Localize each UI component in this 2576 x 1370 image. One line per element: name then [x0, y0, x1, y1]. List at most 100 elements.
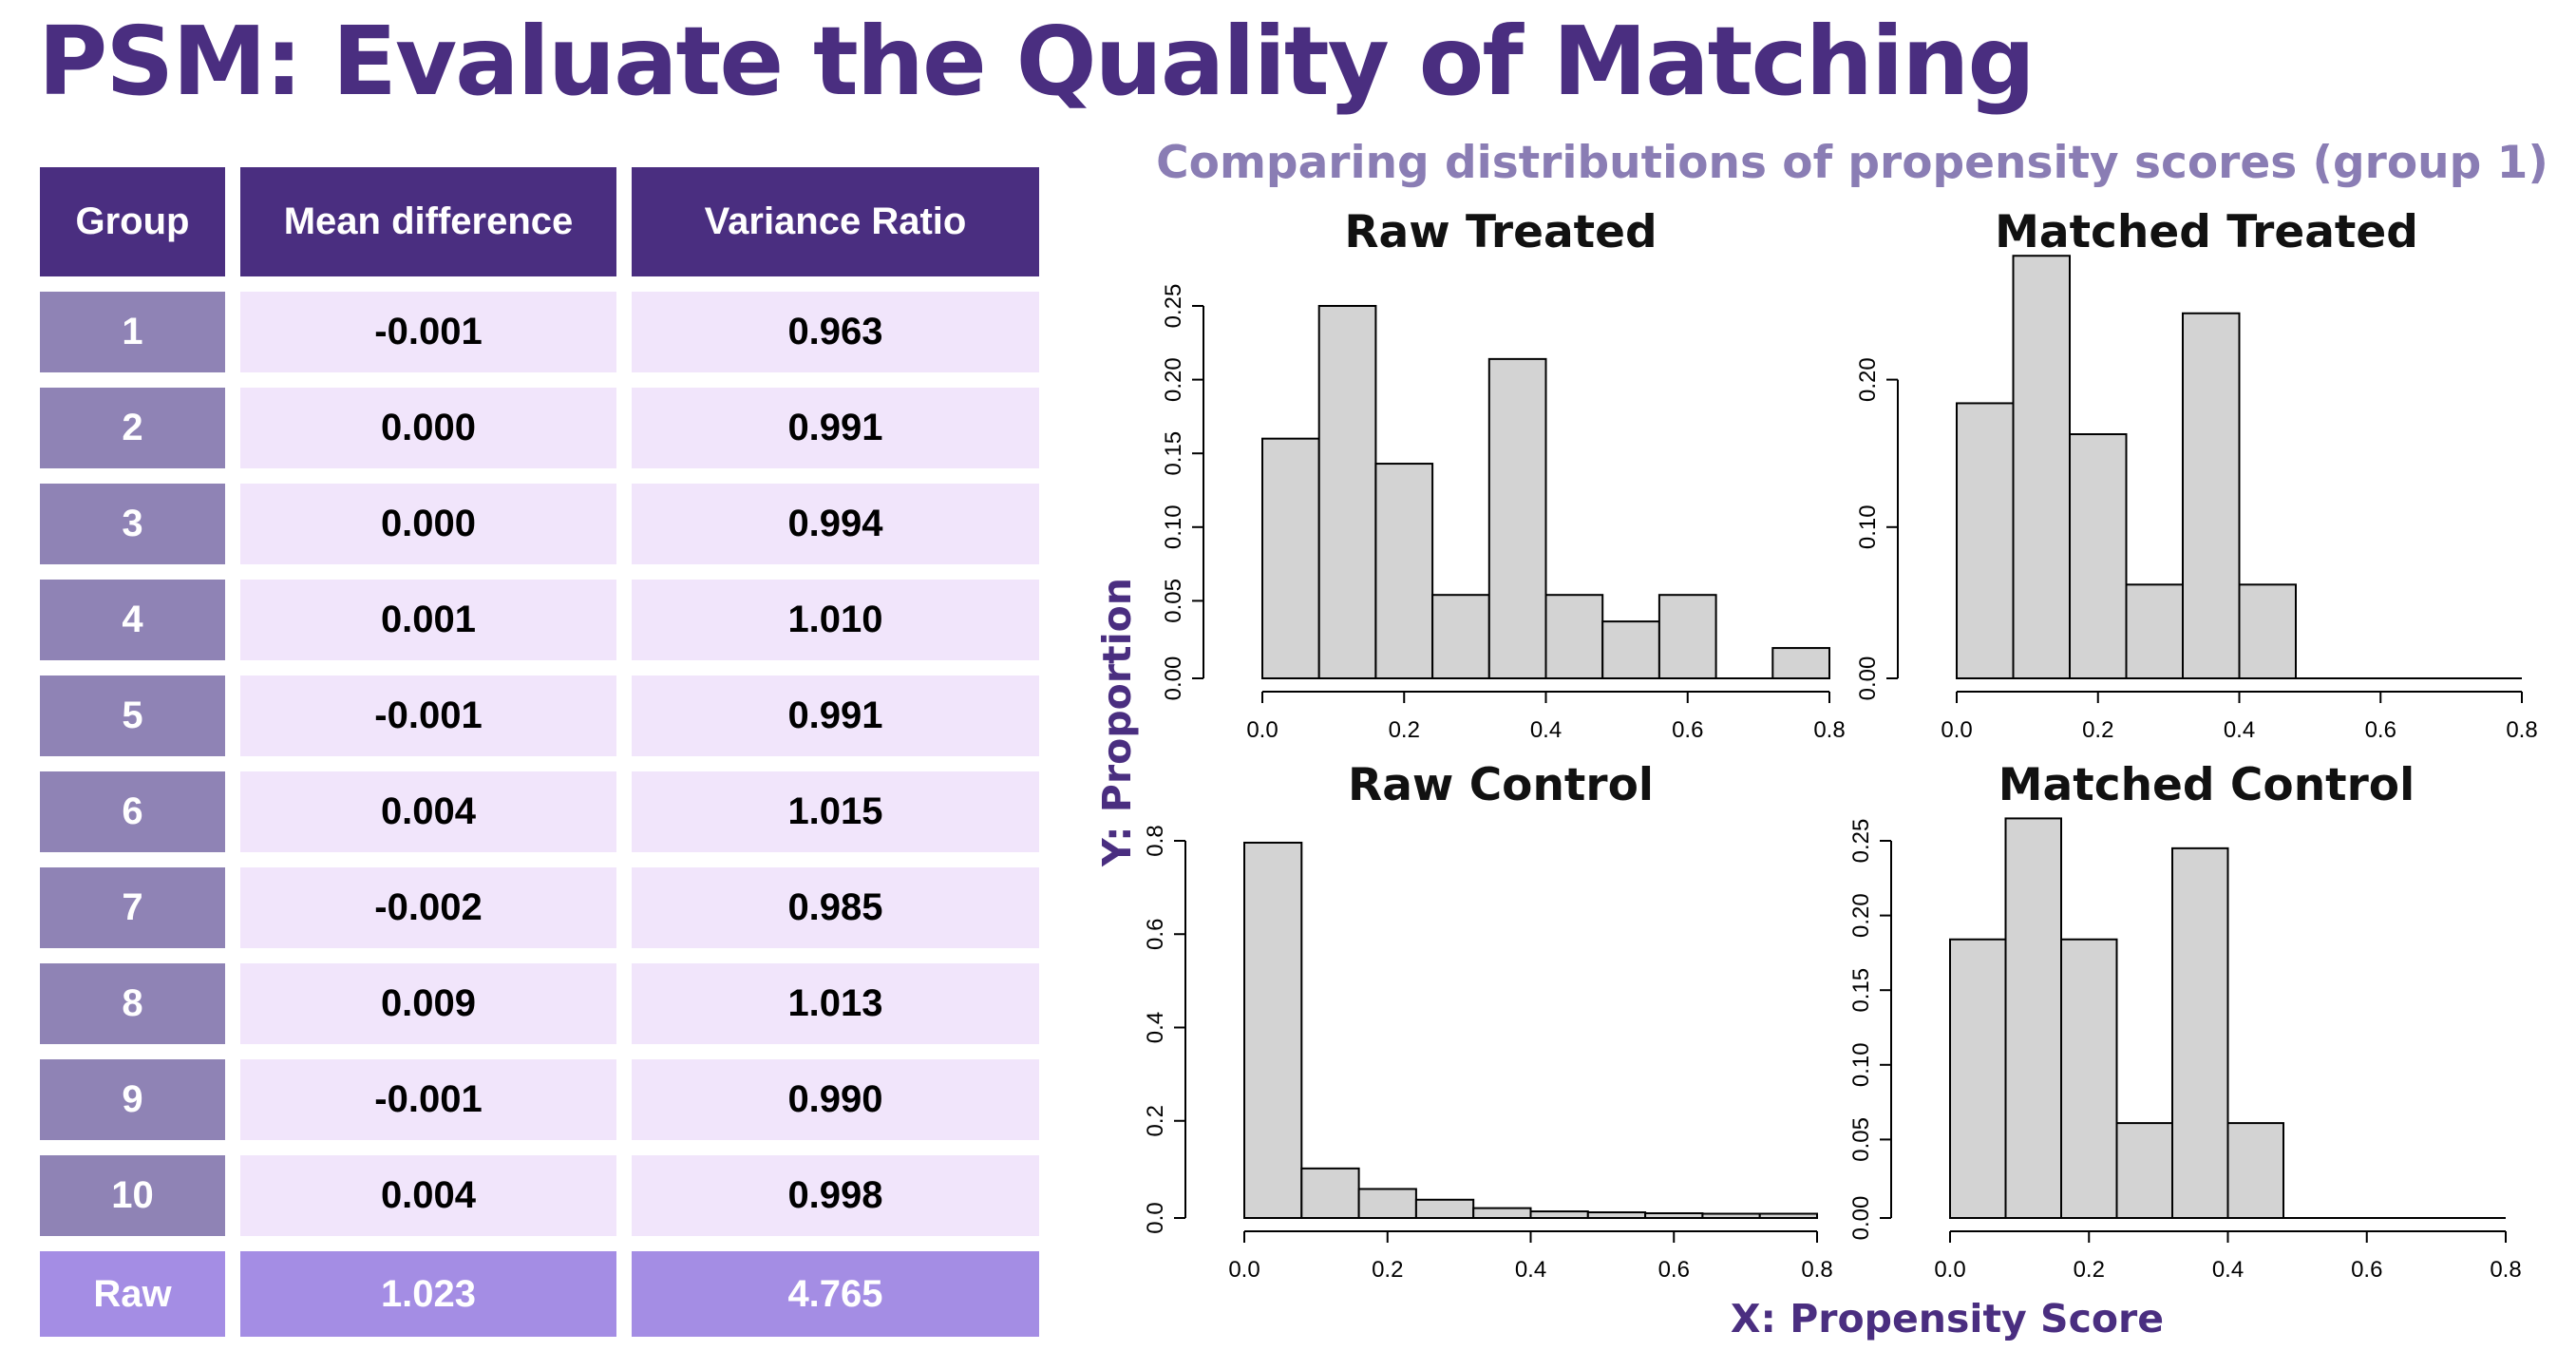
- y-tick-label: 0.25: [1161, 284, 1186, 329]
- table-row: 5 -0.001 0.991: [40, 675, 1047, 756]
- cell-group: 1: [40, 292, 225, 372]
- cell-variance-ratio: 0.991: [632, 388, 1039, 468]
- x-tick-label: 0.0: [1228, 1257, 1260, 1283]
- y-tick-label: 0.15: [1161, 431, 1186, 476]
- x-axis-label: X: Propensity Score: [1731, 1296, 2164, 1341]
- propensity-score-histograms: Comparing distributions of propensity sc…: [1054, 124, 2576, 1370]
- y-tick-label: 0.00: [1848, 1196, 1874, 1241]
- header-mean-difference: Mean difference: [240, 167, 616, 276]
- histogram-bar: [2238, 583, 2297, 679]
- y-tick-label: 0.10: [1161, 504, 1186, 549]
- histogram-figure: Comparing distributions of propensity sc…: [1094, 137, 2548, 1341]
- x-tick-label: 0.2: [1372, 1257, 1403, 1283]
- histogram-bar: [1472, 1207, 1532, 1220]
- x-tick-label: 0.6: [1672, 717, 1703, 743]
- histogram-bar: [1586, 1211, 1647, 1220]
- table-raw-row: Raw 1.023 4.765: [40, 1251, 1047, 1337]
- raw-cell-variance-ratio: 4.765: [632, 1251, 1039, 1337]
- table-row: 2 0.000 0.991: [40, 388, 1047, 468]
- cell-variance-ratio: 1.010: [632, 580, 1039, 660]
- table-row: 7 -0.002 0.985: [40, 867, 1047, 948]
- y-tick-label: 0.20: [1161, 357, 1186, 402]
- cell-variance-ratio: 0.985: [632, 867, 1039, 948]
- histogram-panel: Raw Control 0.0 0.2 0.4 0.6 0.8 0.0 0.2 0.4 0.6 0.…: [1143, 759, 1833, 1283]
- x-tick-label: 0.2: [2074, 1257, 2105, 1283]
- cell-group: 7: [40, 867, 225, 948]
- table-row: 3 0.000 0.994: [40, 484, 1047, 564]
- x-tick-label: 0.6: [2351, 1257, 2382, 1283]
- histogram-panel: Raw Treated 0.0 0.2 0.4 0.6 0.8 0.00 0.05 0.10 0.…: [1161, 206, 1846, 743]
- table-row: 6 0.004 1.015: [40, 771, 1047, 852]
- histogram-bar: [1657, 594, 1717, 679]
- y-tick-label: 0.2: [1143, 1105, 1168, 1136]
- cell-variance-ratio: 0.990: [632, 1059, 1039, 1140]
- raw-cell-group: Raw: [40, 1251, 225, 1337]
- histogram-bar: [2182, 312, 2241, 679]
- histogram-bar: [2125, 583, 2184, 679]
- cell-group: 8: [40, 963, 225, 1044]
- cell-group: 10: [40, 1155, 225, 1236]
- histogram-bar: [1487, 357, 1547, 679]
- x-tick-label: 0.6: [2365, 717, 2396, 743]
- histogram-bar: [1701, 1212, 1761, 1220]
- cell-variance-ratio: 1.013: [632, 963, 1039, 1044]
- histogram-bar: [1317, 305, 1377, 679]
- table-row: 10 0.004 0.998: [40, 1155, 1047, 1236]
- x-tick-label: 0.4: [1530, 717, 1562, 743]
- cell-group: 6: [40, 771, 225, 852]
- cell-mean-difference: -0.002: [240, 867, 616, 948]
- cell-group: 9: [40, 1059, 225, 1140]
- table-row: 9 -0.001 0.990: [40, 1059, 1047, 1140]
- page-title: PSM: Evaluate the Quality of Matching: [38, 6, 2036, 117]
- panel-title: Raw Treated: [1344, 206, 1657, 258]
- histogram-bar: [1949, 938, 2007, 1219]
- cell-group: 4: [40, 580, 225, 660]
- x-tick-label: 0.8: [1813, 717, 1845, 743]
- cell-group: 5: [40, 675, 225, 756]
- cell-group: 2: [40, 388, 225, 468]
- cell-variance-ratio: 0.963: [632, 292, 1039, 372]
- cell-variance-ratio: 0.994: [632, 484, 1039, 564]
- cell-mean-difference: 0.000: [240, 388, 616, 468]
- histogram-bar: [1414, 1198, 1475, 1219]
- histogram-bar: [1243, 841, 1303, 1220]
- y-tick-label: 0.25: [1848, 819, 1874, 864]
- histogram-bar: [1771, 647, 1830, 680]
- y-tick-label: 0.8: [1143, 825, 1168, 856]
- matching-quality-table: Group Mean difference Variance Ratio 1 -0…: [40, 167, 1047, 1352]
- table-header-row: Group Mean difference Variance Ratio: [40, 167, 1047, 276]
- y-tick-label: 0.0: [1143, 1202, 1168, 1233]
- x-tick-label: 0.4: [2224, 717, 2255, 743]
- y-tick-label: 0.4: [1143, 1012, 1168, 1043]
- histogram-bar: [1374, 463, 1434, 679]
- y-tick-label: 0.6: [1143, 919, 1168, 950]
- cell-mean-difference: -0.001: [240, 292, 616, 372]
- histogram-bar: [2171, 847, 2229, 1219]
- histogram-bar: [2060, 938, 2118, 1219]
- histogram-panel: Matched Control 0.0 0.2 0.4 0.6 0.8 0.00 0.05 0.…: [1848, 759, 2522, 1283]
- raw-cell-mean-difference: 1.023: [240, 1251, 616, 1337]
- histogram-bar: [1544, 594, 1604, 679]
- cell-mean-difference: -0.001: [240, 1059, 616, 1140]
- y-axis-label: Y: Proportion: [1094, 578, 1140, 867]
- y-tick-label: 0.05: [1161, 579, 1186, 623]
- panel-title: Raw Control: [1348, 759, 1654, 811]
- histogram-bar: [1529, 1210, 1589, 1219]
- panel-title: Matched Control: [1998, 759, 2415, 811]
- histogram-bar: [1357, 1188, 1417, 1220]
- histogram-bar: [1644, 1212, 1704, 1219]
- y-tick-label: 0.20: [1855, 357, 1881, 402]
- x-tick-label: 0.2: [1389, 717, 1420, 743]
- histogram-bar: [1956, 402, 2015, 679]
- cell-mean-difference: 0.000: [240, 484, 616, 564]
- cell-mean-difference: 0.004: [240, 1155, 616, 1236]
- table-row: 4 0.001 1.010: [40, 580, 1047, 660]
- x-tick-label: 0.8: [2490, 1257, 2521, 1283]
- x-tick-label: 0.8: [1801, 1257, 1832, 1283]
- histogram-bar: [2012, 255, 2071, 679]
- y-tick-label: 0.10: [1848, 1042, 1874, 1087]
- cell-variance-ratio: 0.991: [632, 675, 1039, 756]
- histogram-bar: [1300, 1167, 1360, 1220]
- histogram-bar: [2226, 1122, 2284, 1220]
- histogram-bar: [2069, 433, 2128, 679]
